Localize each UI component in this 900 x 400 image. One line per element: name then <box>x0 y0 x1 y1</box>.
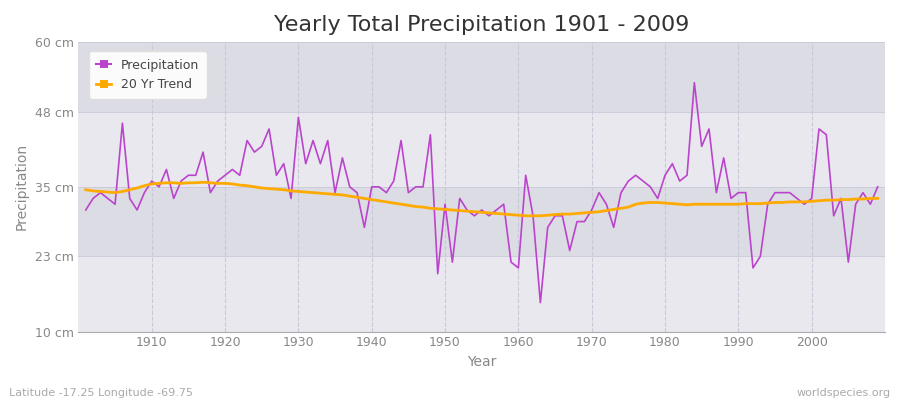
Text: worldspecies.org: worldspecies.org <box>796 388 891 398</box>
X-axis label: Year: Year <box>467 355 497 369</box>
Text: Latitude -17.25 Longitude -69.75: Latitude -17.25 Longitude -69.75 <box>9 388 193 398</box>
Bar <box>78 42 885 112</box>
Title: Yearly Total Precipitation 1901 - 2009: Yearly Total Precipitation 1901 - 2009 <box>274 15 689 35</box>
Bar <box>78 187 885 256</box>
Legend: Precipitation, 20 Yr Trend: Precipitation, 20 Yr Trend <box>89 51 207 98</box>
Bar <box>78 112 885 187</box>
Y-axis label: Precipitation: Precipitation <box>15 143 29 230</box>
Bar <box>78 256 885 332</box>
